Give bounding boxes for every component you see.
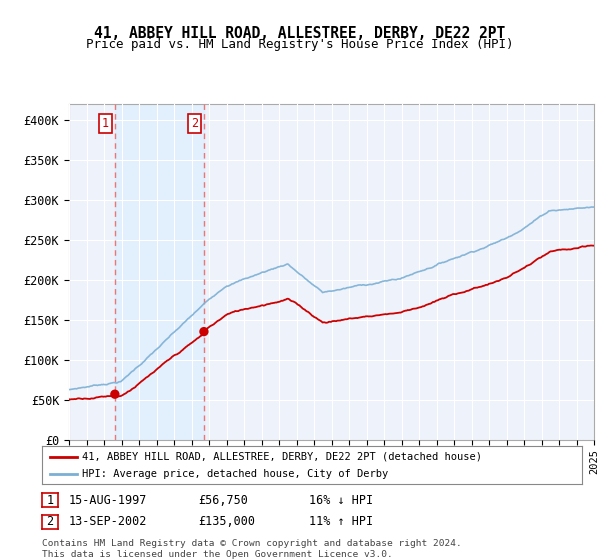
Text: Contains HM Land Registry data © Crown copyright and database right 2024.
This d: Contains HM Land Registry data © Crown c…: [42, 539, 462, 559]
Text: 15-AUG-1997: 15-AUG-1997: [69, 493, 148, 507]
Text: 1: 1: [102, 117, 109, 130]
Text: 41, ABBEY HILL ROAD, ALLESTREE, DERBY, DE22 2PT: 41, ABBEY HILL ROAD, ALLESTREE, DERBY, D…: [94, 26, 506, 41]
Text: HPI: Average price, detached house, City of Derby: HPI: Average price, detached house, City…: [83, 469, 389, 479]
Text: Price paid vs. HM Land Registry's House Price Index (HPI): Price paid vs. HM Land Registry's House …: [86, 38, 514, 52]
Text: 16% ↓ HPI: 16% ↓ HPI: [309, 493, 373, 507]
Text: 1: 1: [46, 493, 53, 507]
Text: 13-SEP-2002: 13-SEP-2002: [69, 515, 148, 529]
Text: 2: 2: [191, 117, 198, 130]
Point: [199, 327, 209, 336]
Bar: [115, 104, 204, 440]
Text: £135,000: £135,000: [198, 515, 255, 529]
Text: 2: 2: [46, 515, 53, 529]
Text: 41, ABBEY HILL ROAD, ALLESTREE, DERBY, DE22 2PT (detached house): 41, ABBEY HILL ROAD, ALLESTREE, DERBY, D…: [83, 451, 482, 461]
Point: [110, 390, 119, 399]
Text: £56,750: £56,750: [198, 493, 248, 507]
Text: 11% ↑ HPI: 11% ↑ HPI: [309, 515, 373, 529]
